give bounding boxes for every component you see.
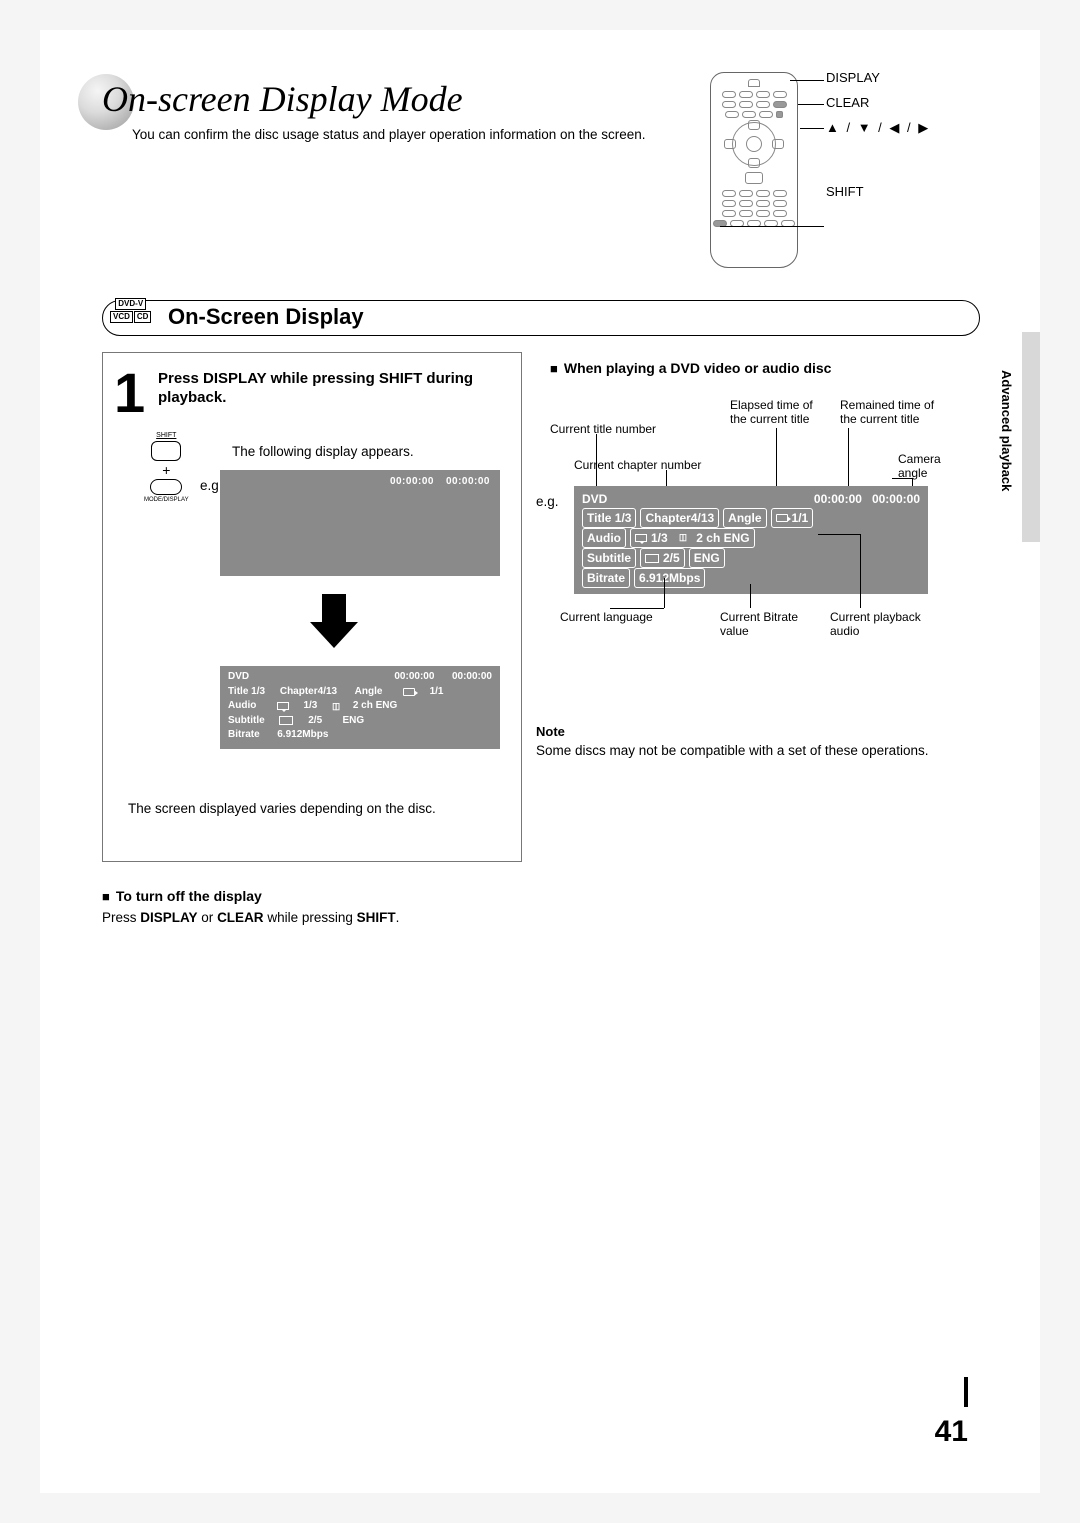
step-number: 1 [114, 360, 145, 425]
callout-chapter-number: Current chapter number [574, 458, 701, 472]
osd-sub-v: 2/5 [308, 714, 322, 729]
note-text: Some discs may not be compatible with a … [536, 742, 936, 760]
osd-t1: 00:00:00 [394, 670, 434, 685]
page-rule [964, 1377, 968, 1407]
osd-angle-box: Angle [723, 508, 766, 528]
turn-off-heading: To turn off the display [102, 888, 262, 904]
subtitle-icon [279, 716, 293, 725]
camera-icon [776, 514, 788, 522]
speech-icon [277, 702, 289, 710]
leader-line [776, 428, 777, 490]
osd-sub-lang: ENG [342, 714, 364, 729]
osd-example-full-large: DVD 00:00:00 00:00:00 Title 1/3 Chapter4/… [574, 486, 928, 594]
leader-line [818, 534, 860, 535]
speech-icon [635, 534, 647, 542]
leader-line [790, 80, 824, 81]
key-label-shift: SHIFT [144, 432, 189, 439]
page: On-screen Display Mode You can confirm t… [40, 30, 1040, 1493]
osd-title-box: Title 1/3 [582, 508, 636, 528]
osd-audio-l: Audio [228, 699, 256, 714]
leader-line [848, 428, 849, 490]
page-number: 41 [935, 1415, 968, 1449]
side-tab [1022, 332, 1040, 542]
callout-camera: Camera angle [898, 452, 958, 480]
varies-note: The screen displayed varies depending on… [128, 800, 508, 818]
key-label-mode: MODE/DISPLAY [144, 497, 189, 503]
osd-dvd: DVD [228, 670, 249, 685]
remaining-time: 00:00:00 [446, 476, 490, 487]
osd-audio-val-box: 1/3 ▯▯ 2 ch ENG [630, 528, 755, 548]
leader-line [750, 584, 751, 608]
down-arrow-icon [310, 622, 358, 648]
callout-elapsed: Elapsed time of the current title [730, 398, 830, 426]
following-display-text: The following display appears. [232, 444, 414, 459]
subtitle-icon [645, 554, 659, 563]
osd-t2: 00:00:00 [452, 670, 492, 685]
osd-title: Title 1/3 [228, 685, 265, 700]
page-title: On-screen Display Mode [102, 78, 463, 120]
camera-icon [403, 688, 415, 696]
callout-language: Current language [560, 610, 653, 624]
key-diagram: SHIFT + MODE/DISPLAY [144, 432, 189, 503]
osd-dvd-big: DVD [582, 490, 607, 508]
osd-angle-v: 1/1 [430, 685, 444, 700]
dolby-icon: ▯▯ [679, 531, 685, 545]
label-arrows: ▲ / ▼ / ◀ / ▶ [826, 120, 930, 136]
osd-bitrate-val-box: 6.912Mbps [634, 568, 705, 588]
osd-audio-v: 1/3 [303, 699, 317, 714]
step-frame [102, 352, 522, 862]
callout-playback-audio: Current playback audio [830, 610, 940, 638]
osd-chapter-box: Chapter4/13 [640, 508, 719, 528]
osd-angle-l: Angle [355, 685, 383, 700]
leader-line [610, 608, 664, 609]
osd-subtitle-box: Subtitle [582, 548, 636, 568]
badge-vcd: VCD [110, 311, 133, 323]
osd-t1-big: 00:00:00 [814, 490, 862, 508]
side-label: Advanced playback [999, 370, 1014, 491]
right-heading: When playing a DVD video or audio disc [550, 360, 831, 376]
osd-subtitle-val-box: 2/5 [640, 548, 685, 568]
turn-off-text: Press DISPLAY or CLEAR while pressing SH… [102, 910, 399, 925]
osd-example-full-small: DVD 00:00:00 00:00:00 Title 1/3 Chapter4/… [220, 666, 500, 749]
page-subtitle: You can confirm the disc usage status an… [132, 126, 652, 144]
label-display: DISPLAY [826, 70, 930, 85]
osd-example-initial: 00:00:00 00:00:00 [220, 470, 500, 576]
callout-bitrate: Current Bitrate value [720, 610, 810, 638]
down-arrow-icon [322, 594, 346, 622]
osd-audio-ch: 2 ch ENG [353, 699, 397, 714]
leader-line [720, 226, 824, 227]
callout-remained: Remained time of the current title [840, 398, 950, 426]
osd-angle-val-box: 1/1 [771, 508, 814, 528]
elapsed-time: 00:00:00 [390, 476, 434, 487]
leader-line [860, 534, 861, 608]
dolby-icon: ▯▯ [332, 700, 338, 713]
osd-bitrate-box: Bitrate [582, 568, 630, 588]
osd-chapter: Chapter4/13 [280, 685, 337, 700]
step-instruction: Press DISPLAY while pressing SHIFT durin… [158, 370, 488, 408]
badge-cd: CD [134, 311, 152, 323]
osd-bitrate-v: 6.912Mbps [277, 728, 328, 743]
remote-labels: DISPLAY CLEAR ▲ / ▼ / ◀ / ▶ SHIFT [826, 70, 930, 209]
osd-bitrate-l: Bitrate [228, 728, 260, 743]
leader-line [892, 478, 912, 479]
note-heading: Note [536, 724, 565, 739]
label-clear: CLEAR [826, 95, 930, 110]
callout-title-number: Current title number [550, 422, 656, 436]
leader-line [664, 578, 665, 608]
osd-subtitle-lang-box: ENG [689, 548, 725, 568]
leader-line [800, 128, 824, 129]
osd-sub-l: Subtitle [228, 714, 265, 729]
osd-t2-big: 00:00:00 [872, 490, 920, 508]
format-badges: DVD-V VCD CD [110, 298, 151, 323]
badge-dvdv: DVD-V [115, 298, 146, 310]
section-title: On-Screen Display [168, 304, 364, 330]
label-shift: SHIFT [826, 184, 930, 199]
leader-line [798, 104, 824, 105]
remote-illustration [710, 72, 820, 272]
osd-audio-box: Audio [582, 528, 626, 548]
eg-label-right: e.g. [536, 494, 559, 509]
